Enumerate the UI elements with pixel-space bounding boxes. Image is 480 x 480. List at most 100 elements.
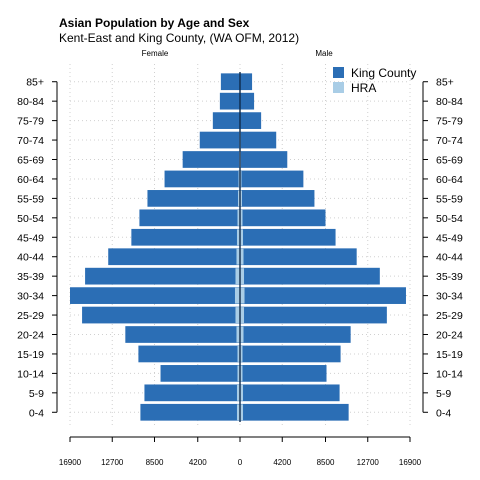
bar-hra-male-55-59 xyxy=(240,190,243,207)
bar-king-county-female-55-59 xyxy=(147,190,240,207)
x-tick-label: 12700 xyxy=(357,458,380,467)
bar-king-county-male-70-74 xyxy=(240,131,277,149)
bar-hra-male-0-4 xyxy=(240,404,244,421)
bar-hra-female-40-44 xyxy=(236,248,240,265)
y-tick-label-right: 5-9 xyxy=(436,388,451,400)
y-tick-label-right: 30-34 xyxy=(436,291,463,303)
bar-king-county-male-30-34 xyxy=(240,287,406,304)
bar-king-county-female-20-24 xyxy=(125,326,240,343)
bar-king-county-male-5-9 xyxy=(240,384,340,402)
y-tick-label-left: 75-79 xyxy=(17,116,44,128)
bar-hra-female-60-64 xyxy=(238,171,240,187)
bar-hra-male-50-54 xyxy=(240,209,243,226)
bar-king-county-male-15-19 xyxy=(240,345,341,363)
x-tick-label: 16900 xyxy=(399,458,422,467)
bar-hra-female-30-34 xyxy=(234,287,240,304)
bar-hra-female-25-29 xyxy=(235,307,240,323)
chart-subtitle: Kent-East and King County, (WA OFM, 2012… xyxy=(59,31,299,45)
bar-king-county-male-10-14 xyxy=(240,365,327,382)
y-tick-label-right: 85+ xyxy=(436,77,454,89)
y-tick-label-left: 55-59 xyxy=(17,193,44,205)
bar-hra-female-50-54 xyxy=(237,209,240,226)
y-tick-label-left: 20-24 xyxy=(17,330,44,342)
x-tick-label: 16900 xyxy=(59,458,82,467)
legend-label-1: HRA xyxy=(351,81,376,95)
legend-label-0: King County xyxy=(351,66,416,80)
bar-hra-male-40-44 xyxy=(240,248,244,265)
bar-hra-male-35-39 xyxy=(240,268,245,285)
y-tick-label-left: 5-9 xyxy=(29,388,44,400)
bar-king-county-female-10-14 xyxy=(160,365,240,382)
y-tick-label-right: 45-49 xyxy=(436,232,463,244)
bar-hra-male-15-19 xyxy=(240,346,243,362)
y-tick-label-left: 80-84 xyxy=(17,96,44,108)
y-tick-label-left: 65-69 xyxy=(17,155,44,167)
bar-king-county-male-40-44 xyxy=(240,248,357,266)
bar-king-county-male-20-24 xyxy=(240,326,351,343)
bar-hra-female-0-4 xyxy=(236,404,240,421)
bar-hra-male-10-14 xyxy=(240,365,243,382)
bar-king-county-male-75-79 xyxy=(240,112,262,129)
y-tick-label-left: 15-19 xyxy=(17,349,44,361)
y-tick-label-left: 85+ xyxy=(26,77,44,89)
y-tick-label-right: 0-4 xyxy=(436,407,451,419)
y-tick-label-left: 45-49 xyxy=(17,232,44,244)
bar-king-county-female-50-54 xyxy=(139,209,240,227)
bar-hra-female-15-19 xyxy=(237,346,240,362)
bar-king-county-male-0-4 xyxy=(240,403,349,421)
bar-hra-female-10-14 xyxy=(237,365,240,382)
y-tick-label-left: 60-64 xyxy=(17,174,44,186)
bar-king-county-female-15-19 xyxy=(138,345,240,363)
y-tick-label-right: 50-54 xyxy=(436,213,463,225)
bar-hra-female-35-39 xyxy=(235,268,240,285)
bar-hra-female-20-24 xyxy=(236,326,240,343)
bar-king-county-female-85+ xyxy=(220,73,240,91)
y-tick-label-left: 50-54 xyxy=(17,213,44,225)
bar-king-county-female-25-29 xyxy=(82,306,240,324)
y-tick-label-left: 10-14 xyxy=(17,368,44,380)
bar-hra-male-20-24 xyxy=(240,326,244,343)
x-tick-label: 4200 xyxy=(273,458,291,467)
x-tick-label: 8500 xyxy=(317,458,335,467)
bar-king-county-female-40-44 xyxy=(108,248,240,266)
y-tick-label-left: 0-4 xyxy=(29,407,44,419)
bar-king-county-female-35-39 xyxy=(85,267,240,285)
y-tick-label-left: 40-44 xyxy=(17,252,44,264)
female-label: Female xyxy=(142,49,169,58)
y-tick-label-right: 60-64 xyxy=(436,174,463,186)
y-tick-label-right: 25-29 xyxy=(436,310,463,322)
y-tick-label-left: 30-34 xyxy=(17,291,44,303)
bar-hra-female-55-59 xyxy=(237,190,240,207)
y-tick-label-left: 25-29 xyxy=(17,310,44,322)
bar-king-county-male-85+ xyxy=(240,73,253,91)
y-tick-label-left: 35-39 xyxy=(17,271,44,283)
bar-hra-male-60-64 xyxy=(240,171,242,187)
x-tick-label: 8500 xyxy=(146,458,164,467)
y-tick-label-right: 10-14 xyxy=(436,368,463,380)
bar-king-county-male-45-49 xyxy=(240,228,336,246)
y-tick-label-right: 35-39 xyxy=(436,271,463,283)
bar-king-county-male-50-54 xyxy=(240,209,326,227)
y-tick-label-right: 80-84 xyxy=(436,96,463,108)
y-tick-label-right: 15-19 xyxy=(436,349,463,361)
bar-king-county-male-60-64 xyxy=(240,170,304,188)
bar-hra-male-45-49 xyxy=(240,229,244,246)
bar-king-county-female-60-64 xyxy=(164,170,240,188)
bar-hra-male-30-34 xyxy=(240,287,245,304)
y-tick-label-right: 70-74 xyxy=(436,135,463,147)
bar-king-county-female-30-34 xyxy=(70,287,240,304)
x-tick-label: 12700 xyxy=(101,458,124,467)
male-label: Male xyxy=(315,49,333,58)
y-tick-label-right: 65-69 xyxy=(436,155,463,167)
legend-swatch-1 xyxy=(333,82,344,93)
bar-hra-female-45-49 xyxy=(236,229,240,246)
legend-swatch-0 xyxy=(333,67,344,78)
bar-king-county-female-80-84 xyxy=(219,92,240,110)
bar-king-county-female-5-9 xyxy=(144,384,240,402)
bar-king-county-female-65-69 xyxy=(182,151,240,168)
bar-king-county-female-70-74 xyxy=(199,131,240,149)
x-tick-label: 4200 xyxy=(189,458,207,467)
x-tick-label: 0 xyxy=(238,458,243,467)
bar-hra-male-25-29 xyxy=(240,307,245,323)
